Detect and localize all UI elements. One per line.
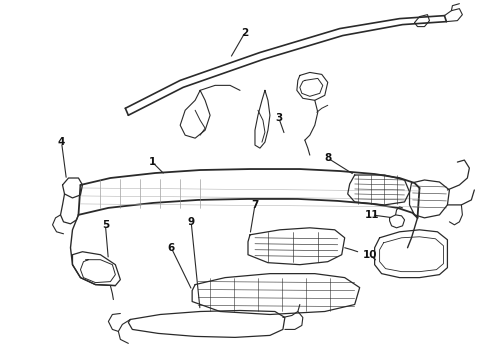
Text: 3: 3 <box>275 113 283 123</box>
Text: 6: 6 <box>168 243 175 253</box>
Text: 9: 9 <box>188 217 195 227</box>
Text: 7: 7 <box>251 200 259 210</box>
Text: 11: 11 <box>365 210 379 220</box>
Text: 8: 8 <box>324 153 331 163</box>
Text: 10: 10 <box>363 250 377 260</box>
Text: 1: 1 <box>148 157 156 167</box>
Text: 4: 4 <box>58 137 65 147</box>
Text: 5: 5 <box>102 220 109 230</box>
Text: 2: 2 <box>242 28 248 37</box>
